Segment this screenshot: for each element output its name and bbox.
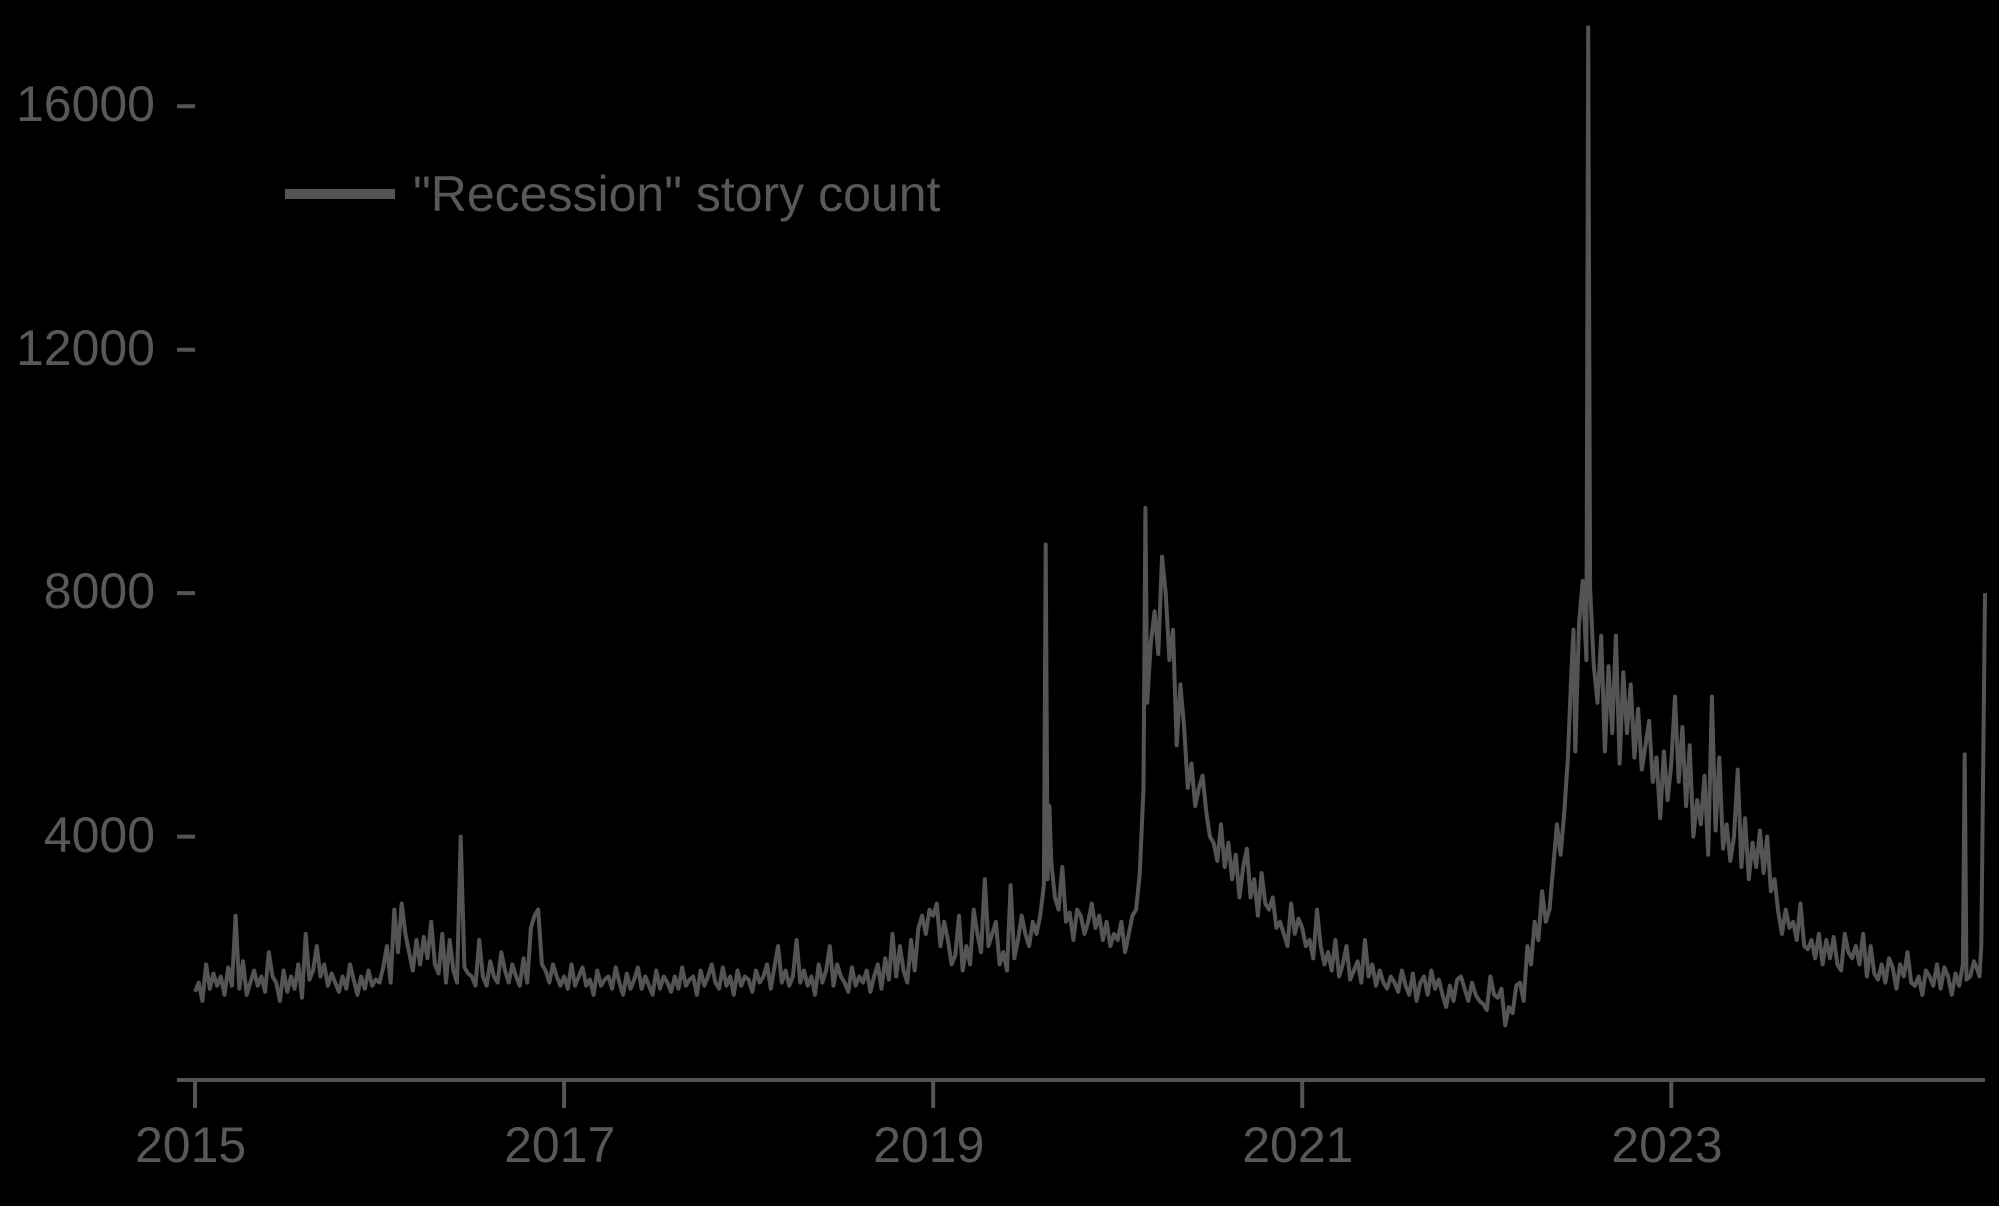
- legend-label: "Recession" story count: [413, 165, 940, 223]
- x-tick-label: 2021: [1242, 1116, 1353, 1174]
- x-tick-label: 2015: [135, 1116, 246, 1174]
- x-tick-label: 2017: [504, 1116, 615, 1174]
- y-tick-label: 4000: [44, 806, 155, 864]
- y-tick-label: 12000: [16, 319, 155, 377]
- chart-container: 400080001200016000 20152017201920212023 …: [0, 0, 1999, 1206]
- y-tick-label: 8000: [44, 562, 155, 620]
- legend-line-swatch: [285, 189, 395, 199]
- y-tick-label: 16000: [16, 75, 155, 133]
- chart-legend: "Recession" story count: [285, 165, 940, 223]
- x-tick-label: 2023: [1611, 1116, 1722, 1174]
- x-tick-label: 2019: [873, 1116, 984, 1174]
